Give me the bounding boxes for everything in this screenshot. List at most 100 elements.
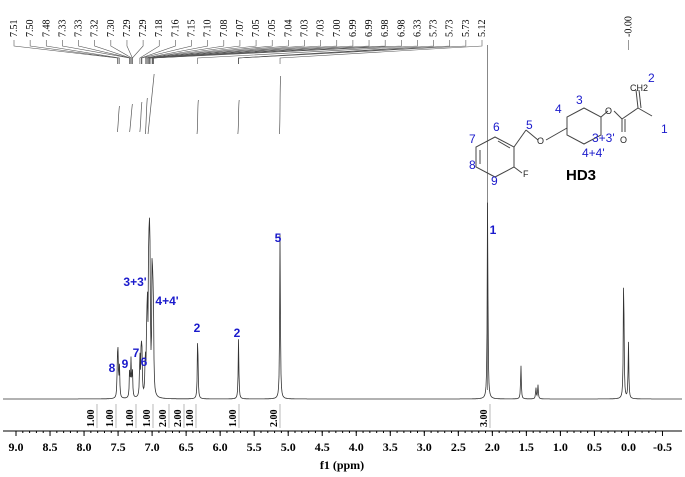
peak-list-labels: 7.51 7.50 7.48 7.33 7.33 7.32 7.30 7.29 7.29 7.18… [9,20,488,38]
peak-connector [141,40,192,64]
x-tick-label: 2.5 [451,440,466,454]
atom-label: CH2 [630,83,648,93]
peak-assignment-label: 6 [141,355,148,369]
atom-number: 3 [576,93,583,107]
peak-connector [149,40,321,64]
peak-list-label: 7.29 [138,20,149,38]
peak-list-label: 5.12 [477,20,488,38]
x-tick-label: 3.0 [417,440,432,454]
x-tick-label: 4.0 [349,440,364,454]
integration-label: 1.00 [185,410,196,428]
peak-list-label: 7.05 [251,20,262,38]
peak-connector [140,40,176,64]
x-tick-label: 3.5 [383,440,398,454]
peak-list-label: 6.98 [380,20,391,38]
peak-connector [238,40,467,64]
peak-list-label: 7.33 [74,20,85,38]
peak-list-label: 7.03 [299,20,310,38]
peak-connector [78,40,130,64]
peak-connector [148,40,273,64]
peak-list-label: 7.16 [170,20,181,38]
integration-label: 2.00 [158,410,169,428]
peak-connector [45,40,120,64]
atom-number: 1 [661,122,668,136]
integration-label: 1.00 [86,410,97,428]
peak-connector [139,40,160,64]
integration-label: 2.00 [173,410,184,428]
peak-list-label: 5.73 [445,20,456,38]
peak-list-label: 7.50 [25,20,36,38]
peak-assignment-label: 2 [194,321,201,335]
x-tick-label: 8.0 [77,440,92,454]
x-tick-label: 2.0 [485,440,500,454]
peak-connector [110,40,132,64]
integral-curve [139,101,143,133]
peak-connector [153,40,402,64]
peak-list-label: 7.04 [283,20,294,38]
spectrum-line [3,202,682,400]
peak-assignment-label: 2 [234,326,241,340]
peak-list-label: 6.99 [364,20,375,38]
x-tick-label: 7.0 [145,440,160,454]
peak-list-label: 7.05 [267,20,278,38]
peak-connector [152,40,354,64]
x-tick-label: 7.5 [111,440,126,454]
integral-curve [117,105,120,133]
peak-assignment-label: 9 [122,357,129,371]
atom-number: 4 [555,102,562,116]
peak-connector [152,40,370,64]
x-tick-label: 6.5 [179,440,194,454]
peak-list-label: 7.10 [203,20,214,38]
peak-list-label: 7.32 [90,20,101,38]
x-tick-label: 4.5 [315,440,330,454]
x-tick-label: -0.5 [653,440,672,454]
structure-labels: 2 1 34 3+3'4+4' 5 6 7 8 9 O O O F CH2 HD3 [469,71,668,188]
x-tick-label: 0.0 [621,440,636,454]
atom-number: 6 [493,120,500,134]
peak-list-label: 7.48 [41,20,52,38]
peak-label-connectors [13,40,629,64]
integral-curve [196,99,199,135]
chemical-structure [475,89,653,178]
integration-label: 1.00 [228,410,239,428]
x-tick-label: 8.5 [43,440,58,454]
integral-curve [237,99,240,135]
atom-number: 2 [648,71,655,85]
peak-list-label: 6.99 [348,20,359,38]
peak-connector [279,40,483,64]
peak-list-label: 7.08 [219,20,230,38]
atom-label: O [605,106,612,116]
peak-assignment-label: 4+4' [155,294,178,308]
peak-list-label: 7.30 [106,20,117,38]
peak-list-label: 7.18 [154,20,165,38]
integration-label: 2.00 [269,410,280,428]
peak-assignment-label: 7 [133,346,140,360]
integration-label: 3.00 [479,410,490,428]
integral-curve [279,75,282,135]
atom-number: 7 [469,132,476,146]
integration-label: 1.00 [142,410,153,428]
peak-list-label: 7.07 [235,20,246,38]
peak-assignment-label: 1 [490,223,497,237]
peak-connector [149,40,289,64]
peak-connector [144,40,208,64]
peak-connector [146,40,225,64]
x-tick-label: 5.5 [247,440,262,454]
compound-name: HD3 [566,167,596,184]
peak-list-label: 5.73 [429,20,440,38]
x-tick-label: 1.5 [519,440,534,454]
peak-connector [147,40,241,64]
integration-label: 1.00 [105,410,116,428]
integral-curve [147,73,155,135]
x-tick-label: 6.0 [213,440,228,454]
peak-assignment-label: 5 [275,231,282,245]
peak-list-label: 7.29 [122,20,133,38]
peak-connector [13,40,118,64]
atom-label: O [620,135,627,145]
peak-list-label: 6.33 [412,20,423,38]
reference-peak-label: -0.00 [623,16,634,37]
integration-label: 1.00 [125,410,136,428]
peak-assignment-label: 3+3' [123,275,146,289]
atom-label: F [523,169,529,179]
